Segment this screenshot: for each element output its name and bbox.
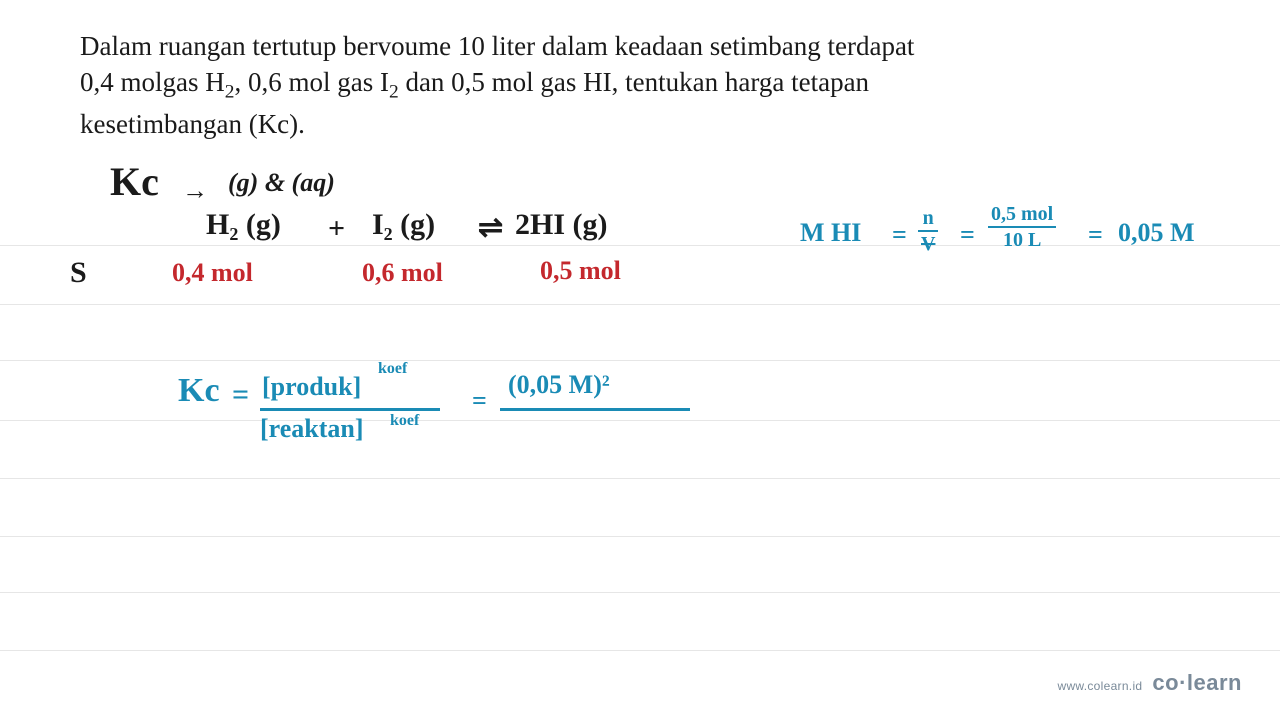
produk-text: [produk] bbox=[262, 372, 361, 402]
mol-hi: 0,5 mol bbox=[540, 256, 621, 286]
rule-line bbox=[0, 592, 1280, 593]
problem-line-2a: 0,4 molgas H bbox=[80, 67, 225, 97]
brand-dot: · bbox=[1179, 670, 1187, 695]
problem-statement: Dalam ruangan tertutup bervoume 10 liter… bbox=[80, 28, 1200, 143]
eq-2hi: 2HI (g) bbox=[515, 208, 608, 242]
problem-line-3: kesetimbangan (Kc). bbox=[80, 109, 305, 139]
kc-symbol: Kc bbox=[110, 158, 159, 205]
rule-line bbox=[0, 650, 1280, 651]
phases-text: (g) & (aq) bbox=[228, 168, 335, 198]
frac-n-over-v: n V bbox=[918, 208, 938, 254]
num-0-5mol: 0,5 mol bbox=[988, 204, 1056, 226]
subscript-2a: 2 bbox=[225, 82, 235, 103]
arrow-icon: → bbox=[182, 176, 208, 206]
s-label: S bbox=[70, 256, 87, 290]
equals-1: = bbox=[892, 220, 907, 250]
equals-3: = bbox=[1088, 220, 1103, 250]
brand-footer: www.colearn.id co·learn bbox=[1057, 670, 1242, 696]
brand-url: www.colearn.id bbox=[1057, 679, 1142, 693]
equals-5: = bbox=[472, 386, 487, 416]
reaktan-text: [reaktan] bbox=[260, 414, 364, 444]
equals-4: = bbox=[232, 378, 249, 412]
problem-line-1: Dalam ruangan tertutup bervoume 10 liter… bbox=[80, 31, 914, 61]
equals-2: = bbox=[960, 220, 975, 250]
brand-learn: learn bbox=[1187, 670, 1242, 695]
v-symbol: V bbox=[918, 232, 938, 254]
rule-line bbox=[0, 360, 1280, 361]
mhi-result: 0,05 M bbox=[1118, 218, 1195, 248]
mhi-label: M HI bbox=[800, 218, 861, 248]
koef-sup-2: koef bbox=[390, 412, 419, 430]
brand-co: co bbox=[1152, 670, 1179, 695]
eq-i2: I₂ (g) bbox=[372, 208, 435, 242]
problem-line-2b: , 0,6 mol gas I bbox=[234, 67, 389, 97]
plus-icon: + bbox=[328, 212, 345, 246]
den-10l: 10 L bbox=[1000, 228, 1044, 250]
mol-h2: 0,4 mol bbox=[172, 258, 253, 288]
rule-line bbox=[0, 536, 1280, 537]
rule-line bbox=[0, 420, 1280, 421]
fraction-bar-2 bbox=[500, 408, 690, 411]
kc2-symbol: Kc bbox=[178, 372, 220, 410]
equilibrium-icon: ⇌ bbox=[478, 210, 503, 245]
koef-sup-1: koef bbox=[378, 360, 407, 378]
mol-i2: 0,6 mol bbox=[362, 258, 443, 288]
rule-line bbox=[0, 478, 1280, 479]
n-symbol: n bbox=[920, 208, 937, 230]
eq-h2: H₂ (g) bbox=[206, 208, 281, 242]
brand-logo: co·learn bbox=[1152, 670, 1242, 696]
subscript-2b: 2 bbox=[389, 82, 399, 103]
rule-line bbox=[0, 304, 1280, 305]
problem-line-2c: dan 0,5 mol gas HI, tentukan harga tetap… bbox=[399, 67, 869, 97]
rhs-numerator: (0,05 M)² bbox=[508, 370, 610, 400]
fraction-bar-1 bbox=[260, 408, 440, 411]
frac-value: 0,5 mol 10 L bbox=[988, 204, 1056, 250]
